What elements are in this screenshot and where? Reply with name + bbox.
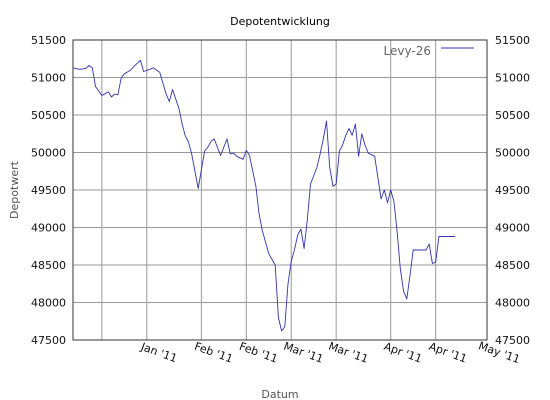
x-tick-label: Apr '11 xyxy=(382,340,424,366)
x-tick-label: Feb '11 xyxy=(237,340,279,366)
y-tick-label-left: 50000 xyxy=(31,147,66,160)
y-tick-label-right: 48500 xyxy=(495,259,530,272)
chart-title: Depotentwicklung xyxy=(230,15,330,28)
y-axis-label: Depotwert xyxy=(8,160,21,219)
y-tick-label-left: 50500 xyxy=(31,109,66,122)
legend-label: Levy-26 xyxy=(384,44,431,58)
x-tick-label: Apr '11 xyxy=(427,340,469,366)
y-tick-label-left: 48500 xyxy=(31,259,66,272)
series-layer xyxy=(72,59,455,332)
y-tick-label-right: 50500 xyxy=(495,109,530,122)
x-tick-label: Mar '11 xyxy=(327,340,370,366)
x-tick-label: Jan '11 xyxy=(138,340,179,365)
x-tick-label: Mar '11 xyxy=(282,340,325,366)
y-tick-label-left: 47500 xyxy=(31,334,66,347)
grid xyxy=(73,39,487,341)
y-tick-label-right: 47500 xyxy=(495,334,530,347)
y-tick-label-left: 48000 xyxy=(31,297,66,310)
series-line xyxy=(72,59,455,332)
y-tick-label-right: 51500 xyxy=(495,34,530,47)
x-tick-label: Feb '11 xyxy=(193,340,235,366)
y-tick-label-left: 49000 xyxy=(31,222,66,235)
x-axis-label: Datum xyxy=(261,388,298,400)
y-tick-label-left: 49500 xyxy=(31,184,66,197)
legend: Levy-26 xyxy=(384,44,474,58)
y-axis-left: 47500 48000 48500 49000 49500 50000 50500 51000… xyxy=(31,34,66,347)
y-tick-label-right: 48000 xyxy=(495,297,530,310)
y-tick-label-left: 51500 xyxy=(31,34,66,47)
y-tick-label-right: 49000 xyxy=(495,222,530,235)
y-tick-label-right: 51000 xyxy=(495,72,530,85)
plot-area-frame xyxy=(72,39,488,341)
x-axis: Jan '11 Feb '11 Feb '11 Mar '11 Mar '11 Apr '… xyxy=(138,339,522,366)
y-tick-label-left: 51000 xyxy=(31,72,66,85)
y-axis-right: 47500 48000 48500 49000 49500 50000 50500 51000… xyxy=(495,34,530,347)
y-tick-label-right: 50000 xyxy=(495,147,530,160)
y-tick-label-right: 49500 xyxy=(495,184,530,197)
